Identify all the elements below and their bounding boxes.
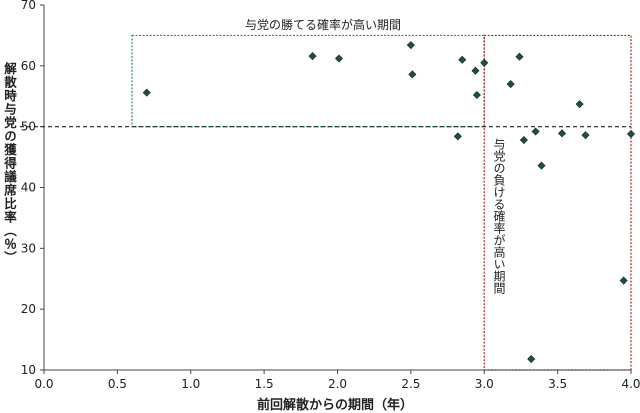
data-point bbox=[408, 70, 417, 79]
data-point bbox=[334, 54, 343, 63]
y-axis-label: 解散時与党の獲得議席比率（％） bbox=[2, 62, 17, 265]
y-tick-label: 70 bbox=[21, 0, 36, 12]
data-point bbox=[506, 80, 515, 89]
data-point bbox=[619, 276, 628, 285]
data-points bbox=[142, 41, 636, 364]
data-point bbox=[575, 100, 584, 109]
x-tick-label: 1.0 bbox=[181, 377, 200, 391]
y-tick-label: 40 bbox=[21, 181, 36, 195]
x-tick-label: 1.5 bbox=[255, 377, 274, 391]
win-period-label: 与党の勝てる確率が高い期間 bbox=[245, 18, 402, 32]
data-point bbox=[537, 161, 546, 170]
x-tick-label: 3.0 bbox=[475, 377, 494, 391]
x-tick-label: 2.0 bbox=[328, 377, 347, 391]
data-point bbox=[406, 41, 415, 50]
x-tick-label: 0.0 bbox=[34, 377, 53, 391]
data-point bbox=[472, 91, 481, 100]
y-tick-label: 10 bbox=[21, 363, 36, 377]
data-point bbox=[308, 52, 317, 61]
x-tick-label: 4.0 bbox=[621, 377, 640, 391]
y-tick-label: 30 bbox=[21, 241, 36, 255]
data-point bbox=[142, 88, 151, 97]
x-axis-label: 前回解散からの期間（年） bbox=[256, 398, 413, 413]
x-tick-label: 3.5 bbox=[548, 377, 567, 391]
data-point bbox=[458, 55, 467, 64]
data-point bbox=[531, 127, 540, 136]
lose-period-label: 与党の負ける確率が高い期間 bbox=[492, 138, 506, 294]
data-point bbox=[558, 129, 567, 138]
data-point bbox=[626, 129, 636, 138]
data-point bbox=[471, 66, 480, 75]
x-tick-label: 0.5 bbox=[108, 377, 127, 391]
y-tick-label: 20 bbox=[21, 302, 36, 316]
x-tick-label: 2.5 bbox=[401, 377, 420, 391]
data-point bbox=[581, 131, 590, 140]
data-point bbox=[527, 355, 536, 364]
y-tick-label: 60 bbox=[21, 59, 36, 73]
data-point bbox=[480, 58, 489, 67]
data-point bbox=[519, 136, 528, 145]
data-point bbox=[453, 132, 462, 141]
data-point bbox=[515, 52, 524, 61]
